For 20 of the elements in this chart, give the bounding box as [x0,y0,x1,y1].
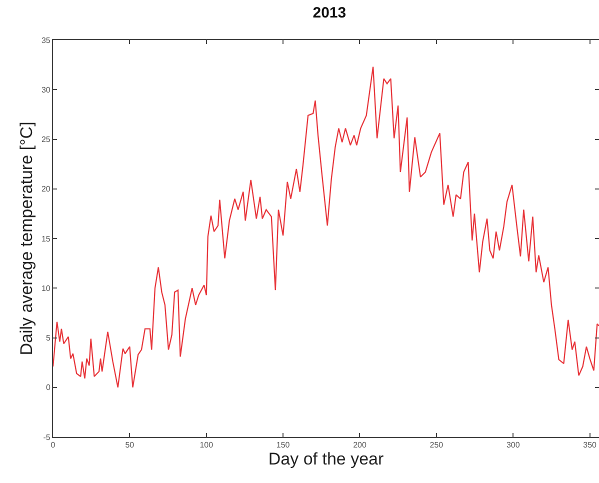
y-axis-title: Daily average temperature [°C] [17,122,36,356]
y-tick-label: 30 [41,85,51,94]
line-series [53,66,599,388]
y-tick-label: 10 [41,284,51,293]
x-tick-label: 150 [276,440,290,450]
x-tick-label: 250 [430,440,444,450]
x-tick-label: 200 [353,440,367,450]
y-tick-label: 0 [46,383,51,392]
y-tick-label: 5 [46,334,51,343]
x-axis-title: Day of the year [268,450,384,469]
chart-title: 2013 [312,4,346,22]
x-tick-label: 100 [200,440,214,450]
y-tick-label: 15 [41,234,51,244]
x-tick-label: 50 [125,440,135,450]
y-tick-label: 25 [41,135,51,144]
y-tick-label: 35 [41,36,51,45]
y-tick-label: -5 [43,432,51,442]
x-tick-label: 350 [583,440,598,450]
y-tick-label: 20 [41,184,51,194]
x-tick-label: 300 [506,440,520,450]
